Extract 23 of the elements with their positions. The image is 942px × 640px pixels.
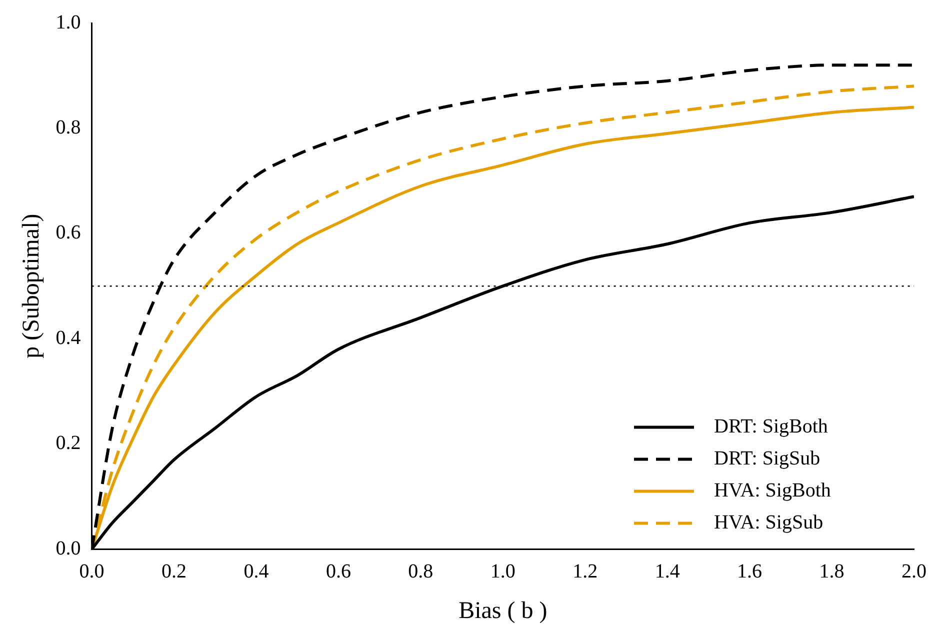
legend-label: HVA: SigBoth <box>714 479 831 502</box>
x-tick-label: 0.0 <box>79 560 104 582</box>
y-tick-label: 0.8 <box>56 116 81 138</box>
x-tick-label: 1.2 <box>572 560 598 582</box>
x-tick-label: 1.6 <box>737 560 762 582</box>
y-tick-label: 0.6 <box>56 222 81 244</box>
x-tick-label: 1.4 <box>654 560 680 582</box>
legend-label: HVA: SigSub <box>714 511 824 534</box>
y-tick-label: 0.0 <box>56 537 81 560</box>
y-tick-label: 1.0 <box>56 11 81 34</box>
x-axis-title: Bias ( b ) <box>458 598 548 624</box>
x-tick-label: 0.4 <box>244 560 269 582</box>
legend-label: DRT: SigBoth <box>714 415 828 438</box>
y-axis-title: p (Suboptimal) <box>18 214 45 358</box>
x-tick-label: 0.6 <box>326 560 351 582</box>
y-tick-label: 0.2 <box>56 432 81 454</box>
legend-label: DRT: SigSub <box>714 447 820 470</box>
y-tick-label: 0.4 <box>56 326 81 349</box>
x-tick-label: 1.0 <box>490 560 516 582</box>
x-tick-label: 0.2 <box>162 560 187 582</box>
x-tick-label: 0.8 <box>408 560 434 582</box>
x-tick-label: 1.8 <box>819 560 844 582</box>
x-tick-label: 2.0 <box>902 560 926 582</box>
